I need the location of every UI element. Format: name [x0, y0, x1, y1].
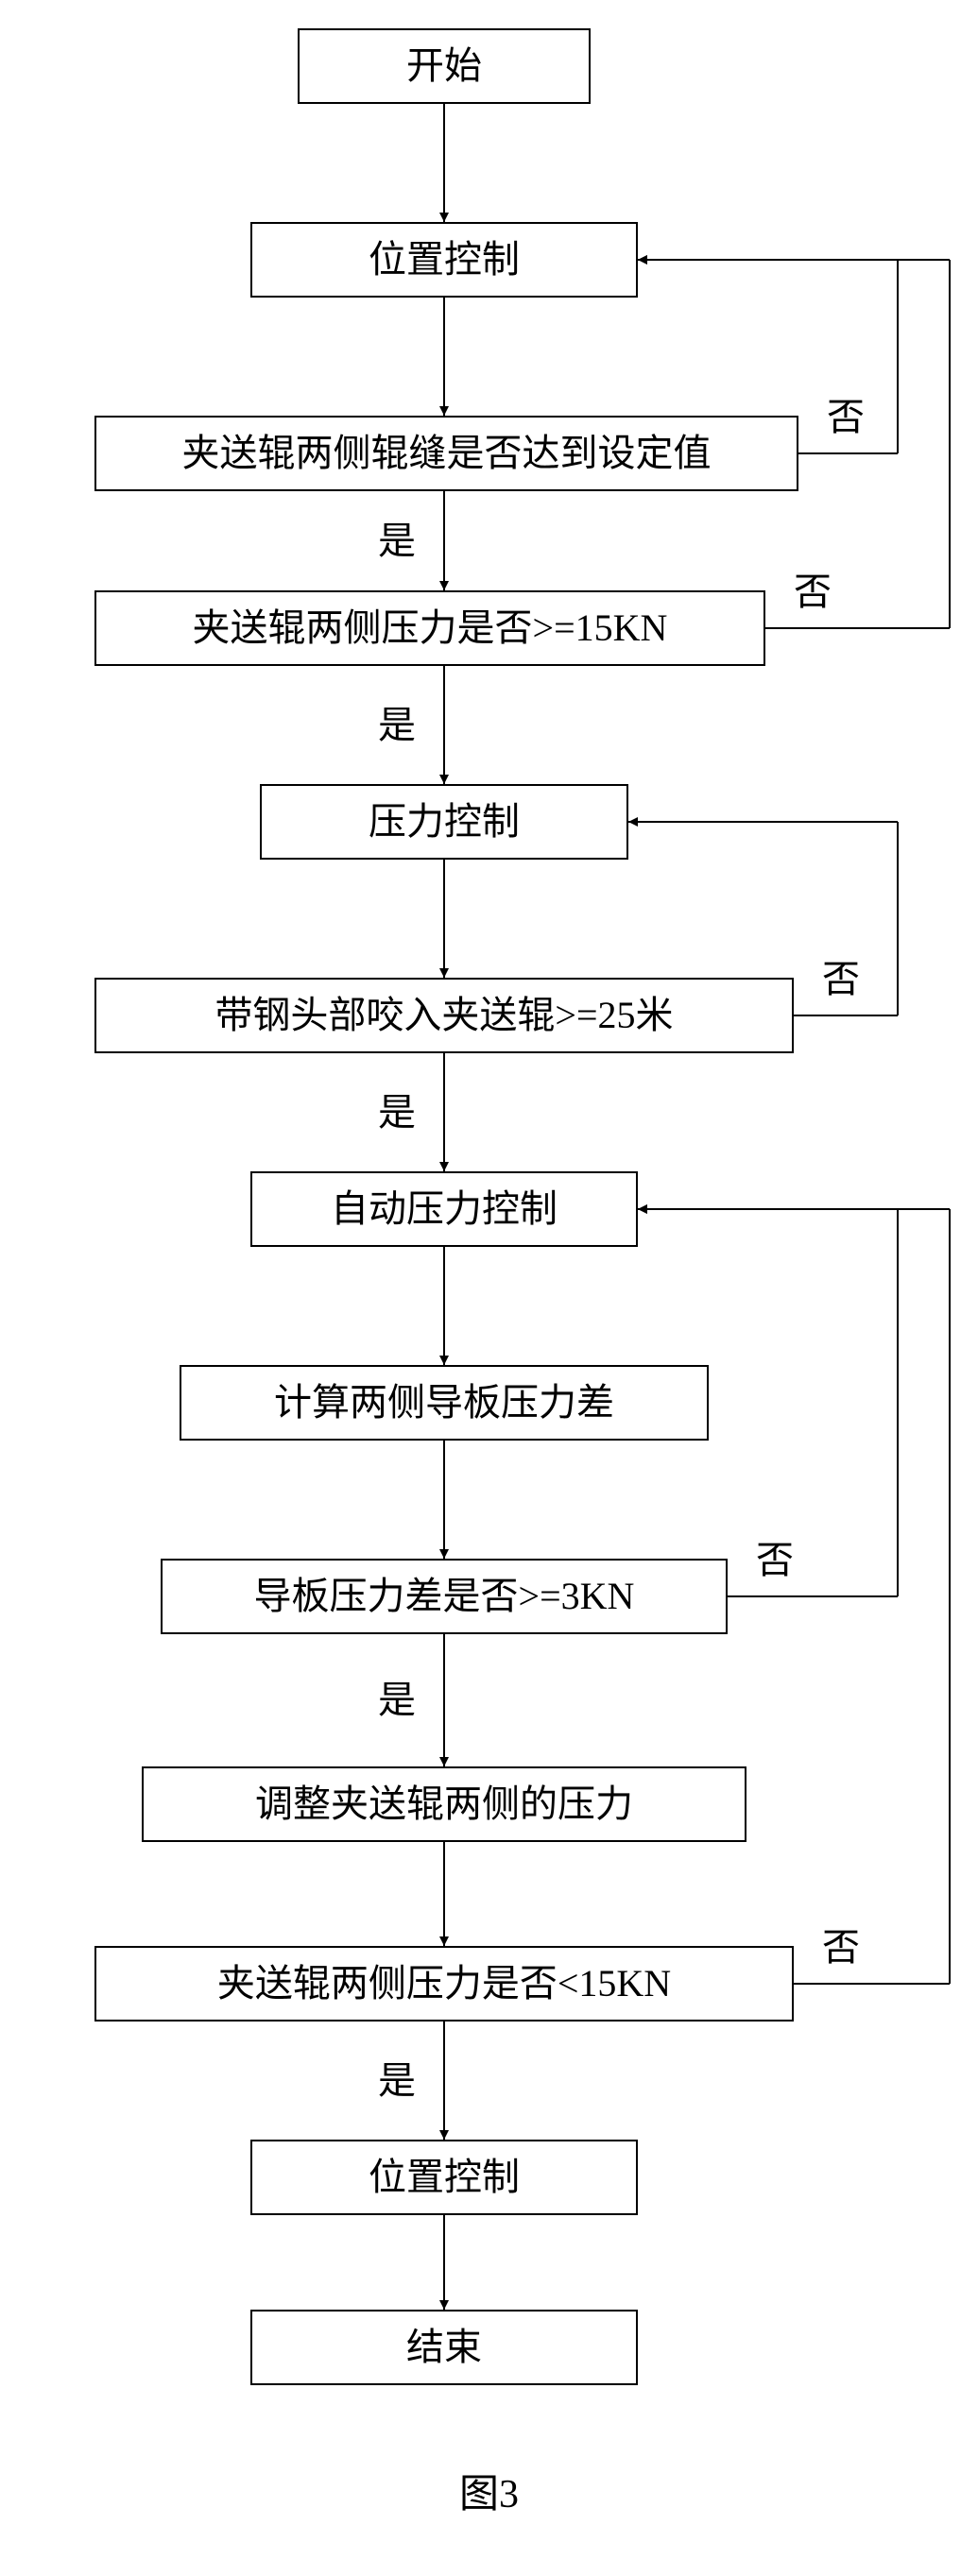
edge-label: 是 — [378, 1094, 416, 1132]
edge-label: 否 — [794, 573, 832, 611]
flowchart-node-n8: 导板压力差是否>=3KN — [161, 1559, 728, 1634]
flowchart-canvas: 开始位置控制夹送辊两侧辊缝是否达到设定值夹送辊两侧压力是否>=15KN压力控制带… — [0, 0, 978, 2576]
edge-label: 是 — [378, 2062, 416, 2100]
flowchart-node-n0: 开始 — [298, 28, 591, 104]
flowchart-node-n9: 调整夹送辊两侧的压力 — [142, 1766, 746, 1842]
edge-label: 否 — [756, 1542, 794, 1579]
edge-label: 是 — [378, 1681, 416, 1719]
flowchart-node-n11: 位置控制 — [250, 2140, 638, 2215]
flowchart-node-n10: 夹送辊两侧压力是否<15KN — [94, 1946, 794, 2022]
edge-label: 否 — [827, 399, 865, 436]
edge-label: 是 — [378, 707, 416, 744]
edge-label: 是 — [378, 522, 416, 560]
flowchart-node-n1: 位置控制 — [250, 222, 638, 298]
edge-label: 否 — [822, 961, 860, 998]
edge-label: 否 — [822, 1929, 860, 1967]
flowchart-node-n7: 计算两侧导板压力差 — [180, 1365, 709, 1441]
flowchart-node-n6: 自动压力控制 — [250, 1171, 638, 1247]
flowchart-node-n12: 结束 — [250, 2310, 638, 2385]
flowchart-node-n5: 带钢头部咬入夹送辊>=25米 — [94, 978, 794, 1053]
flowchart-node-n3: 夹送辊两侧压力是否>=15KN — [94, 590, 765, 666]
flowchart-node-n4: 压力控制 — [260, 784, 628, 860]
figure-caption: 图3 — [0, 2462, 978, 2519]
flowchart-node-n2: 夹送辊两侧辊缝是否达到设定值 — [94, 416, 798, 491]
